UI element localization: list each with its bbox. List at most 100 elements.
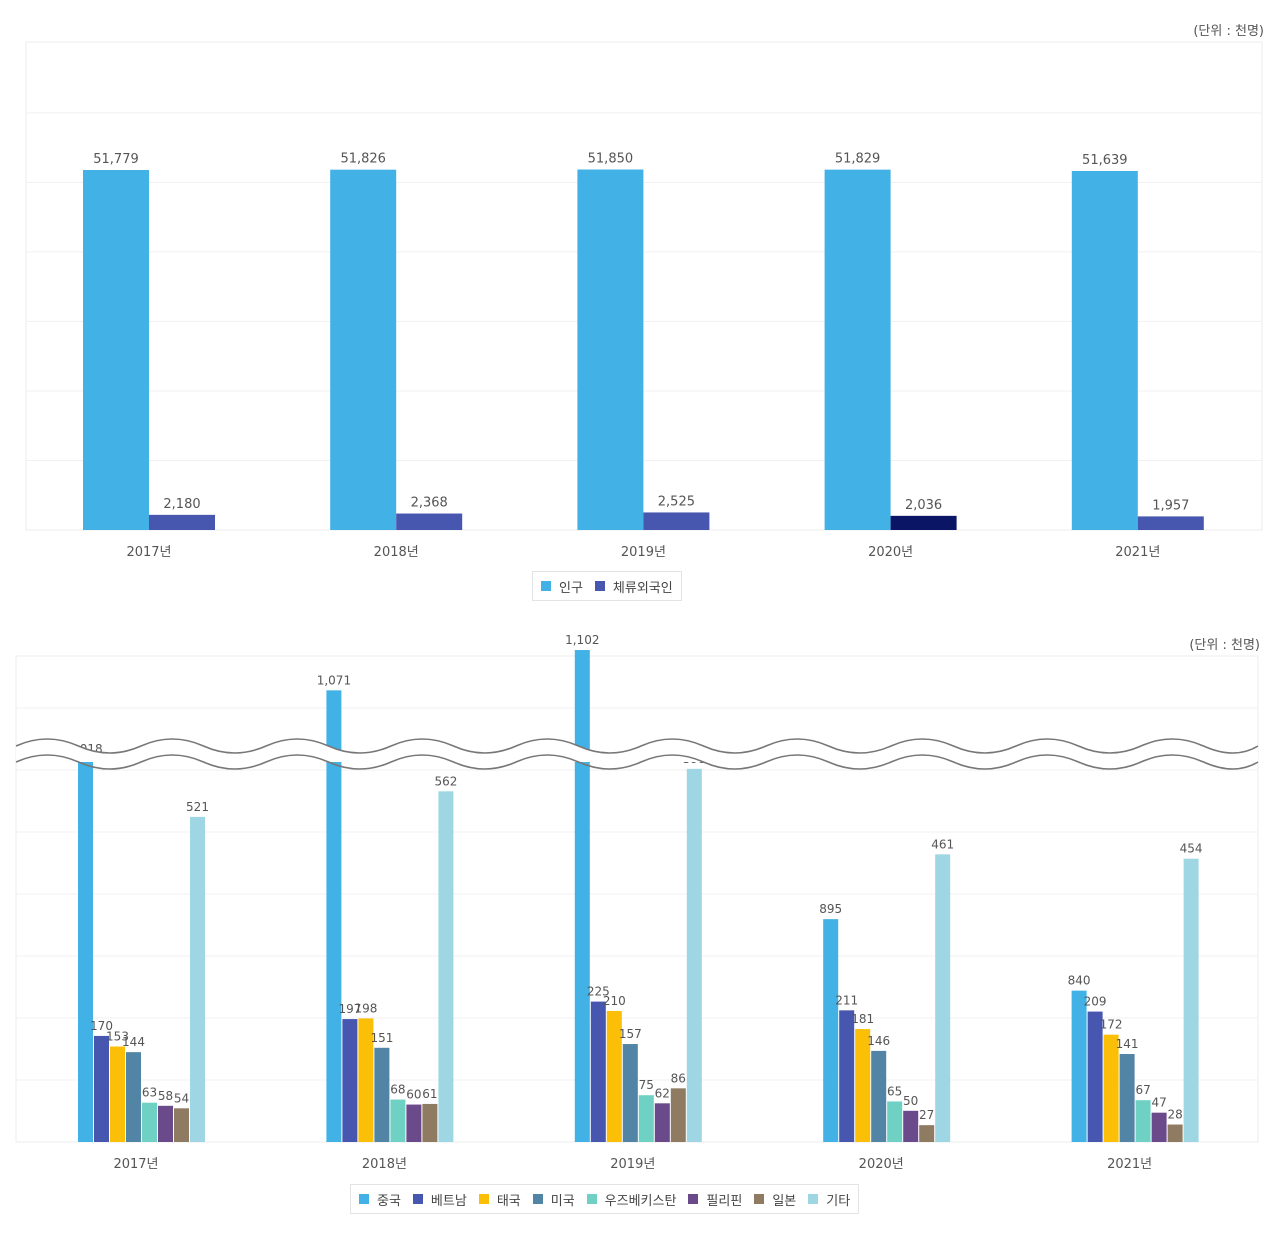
bar-기타-2021년 [1183,858,1199,1142]
x-tick-2020년: 2020년 [868,545,913,560]
data-label-태국-2018년: 198 [354,1001,377,1015]
x-tick-2017년: 2017년 [113,1157,158,1172]
x-tick-2021년: 2021년 [1115,545,1160,560]
bar-베트남-2017년 [94,1035,109,1142]
bar-태국-2019년 [606,1010,622,1142]
data-label-체류외국인-2021년: 1,957 [1152,498,1189,513]
data-label-체류외국인-2017년: 2,180 [163,497,200,512]
x-tick-2018년: 2018년 [362,1157,407,1172]
data-label-베트남-2020년: 211 [835,993,858,1007]
bar-우즈베키스탄-2021년 [1135,1100,1151,1142]
unit-note-bottom: (단위 : 천명) [1189,638,1260,653]
legend-swatch [808,1194,819,1204]
bar-일본-2020년 [919,1125,935,1142]
data-label-필리핀-2019년: 62 [655,1086,670,1100]
x-tick-2019년: 2019년 [610,1157,655,1172]
legend-label: 베트남 [430,1193,467,1209]
bar-필리핀-2021년 [1151,1112,1167,1142]
data-label-필리핀-2017년: 58 [158,1089,173,1103]
legend-swatch [688,1194,699,1204]
data-label-체류외국인-2018년: 2,368 [411,496,448,511]
data-label-우즈베키스탄-2021년: 67 [1135,1083,1150,1097]
bar-체류외국인-2018년 [396,513,463,530]
bar-베트남-2021년 [1087,1011,1103,1142]
bar-미국-2019년 [622,1044,638,1142]
bar-기타-2017년 [190,816,205,1142]
bar-일본-2021년 [1167,1124,1183,1142]
x-tick-2017년: 2017년 [126,545,171,560]
bar-베트남-2020년 [839,1010,855,1142]
bar-미국-2021년 [1119,1054,1135,1142]
bar-태국-2017년 [110,1046,125,1142]
legend-item-기타: 기타 [808,1190,850,1209]
axis-break-fill [16,739,1258,762]
x-tick-2020년: 2020년 [859,1157,904,1172]
legend-swatch [478,1194,489,1204]
x-tick-2019년: 2019년 [621,545,666,560]
bar-인구-2020년 [824,169,891,530]
legend-item-인구: 인구 [541,577,583,596]
legend-item-일본: 일본 [754,1190,796,1209]
data-label-미국-2018년: 151 [370,1031,393,1045]
bar-중국-2020년 [823,919,839,1142]
data-label-우즈베키스탄-2020년: 65 [887,1084,902,1098]
data-label-우즈베키스탄-2019년: 75 [639,1078,654,1092]
legend-item-필리핀: 필리핀 [688,1190,742,1209]
data-label-인구-2019년: 51,850 [588,152,634,167]
bar-인구-2018년 [330,169,397,531]
data-label-우즈베키스탄-2018년: 68 [390,1083,405,1097]
data-label-인구-2020년: 51,829 [835,152,881,167]
legend-item-체류외국인: 체류외국인 [594,577,673,596]
data-label-체류외국인-2020년: 2,036 [905,498,942,513]
bar-중국-2021년 [1071,990,1087,1142]
bar-태국-2021년 [1103,1034,1119,1142]
legend-item-태국: 태국 [478,1190,521,1209]
legend-item-베트남: 베트남 [412,1190,467,1209]
legend-item-우즈베키스탄: 우즈베키스탄 [586,1190,677,1209]
legend-label: 우즈베키스탄 [604,1193,677,1209]
bar-우즈베키스탄-2020년 [887,1101,903,1142]
bar-인구-2019년 [577,169,644,531]
axis-break-line-bottom [15,754,1259,770]
bar-태국-2020년 [855,1029,871,1142]
bar-미국-2020년 [871,1050,887,1142]
x-tick-2018년: 2018년 [374,545,419,560]
data-label-중국-2019년: 1,102 [565,633,599,647]
bar-필리핀-2018년 [406,1104,422,1142]
bar-중국-2017년 [78,759,93,1142]
bar-중국-2019년 [574,650,590,1142]
bar-베트남-2019년 [590,1001,606,1142]
bar-일본-2017년 [174,1108,189,1142]
bar-인구-2021년 [1071,170,1138,530]
bar-체류외국인-2021년 [1137,516,1204,530]
legend-swatch [532,1194,543,1204]
data-label-베트남-2017년: 170 [90,1019,113,1033]
data-label-중국-2021년: 840 [1068,974,1091,988]
bar-우즈베키스탄-2019년 [638,1095,654,1142]
data-label-베트남-2021년: 209 [1084,995,1107,1009]
data-label-중국-2020년: 895 [819,902,842,916]
data-label-태국-2021년: 172 [1100,1018,1123,1032]
data-label-인구-2018년: 51,826 [340,152,386,167]
bar-기타-2018년 [438,791,454,1142]
legend-swatch [412,1194,423,1204]
data-label-태국-2019년: 210 [603,994,626,1008]
unit-note-top: (단위 : 천명) [1193,24,1264,39]
data-label-기타-2018년: 562 [434,774,457,788]
data-label-일본-2017년: 54 [174,1091,189,1105]
data-label-기타-2017년: 521 [186,800,209,814]
bar-필리핀-2017년 [158,1105,173,1142]
bar-우즈베키스탄-2017년 [142,1102,157,1142]
bar-일본-2018년 [422,1103,438,1142]
data-label-기타-2021년: 454 [1180,842,1203,856]
legend-label: 중국 [377,1193,401,1209]
legend-swatch [754,1194,765,1204]
bar-중국-2018년 [326,690,342,1142]
legend-label: 태국 [496,1193,521,1209]
bar-태국-2018년 [358,1018,374,1142]
axis-break-line-top [15,738,1259,754]
data-label-미국-2019년: 157 [619,1027,642,1041]
bar-기타-2019년 [686,768,702,1142]
bar-체류외국인-2017년 [149,514,215,530]
